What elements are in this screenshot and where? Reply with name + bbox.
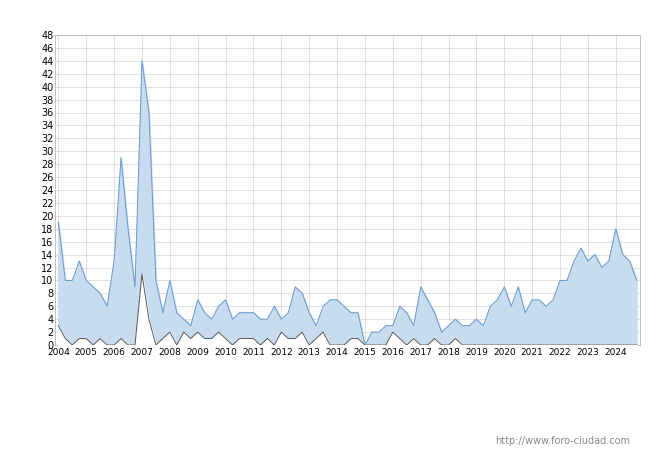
Text: http://www.foro-ciudad.com: http://www.foro-ciudad.com — [495, 436, 630, 446]
Text: Siete Aguas - Evolucion del Nº de Transacciones Inmobiliarias: Siete Aguas - Evolucion del Nº de Transa… — [99, 8, 551, 22]
